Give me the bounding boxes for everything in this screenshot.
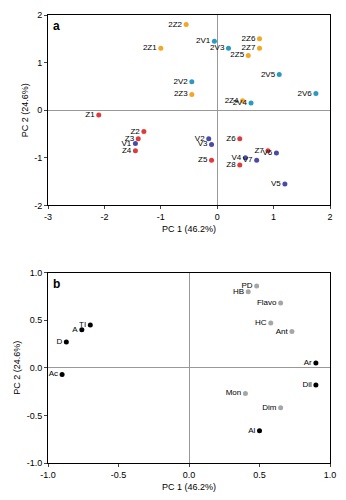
svg-text:0: 0 (215, 212, 220, 222)
svg-text:Z6: Z6 (226, 134, 236, 143)
svg-text:-1.0: -1.0 (40, 470, 56, 480)
svg-text:V2: V2 (195, 134, 205, 143)
svg-text:2Z2: 2Z2 (168, 20, 182, 29)
svg-text:PC 1 (46.2%): PC 1 (46.2%) (162, 482, 216, 492)
svg-text:PC 1 (46.2%): PC 1 (46.2%) (162, 224, 216, 234)
svg-text:Ac: Ac (49, 369, 58, 378)
svg-text:PC 2 (24.6%): PC 2 (24.6%) (20, 83, 30, 137)
svg-text:2Z3: 2Z3 (174, 89, 188, 98)
svg-text:PC 2 (24.6%): PC 2 (24.6%) (12, 341, 22, 395)
svg-text:Mon: Mon (226, 389, 242, 398)
svg-text:2V4: 2V4 (233, 98, 248, 107)
svg-text:Ar: Ar (304, 358, 312, 367)
svg-text:2V6: 2V6 (298, 89, 313, 98)
svg-text:0.0: 0.0 (30, 363, 43, 373)
svg-text:2Z7: 2Z7 (242, 43, 256, 52)
svg-text:V5: V5 (271, 179, 281, 188)
svg-text:Al: Al (248, 426, 255, 435)
svg-text:2Z1: 2Z1 (143, 43, 157, 52)
svg-text:Z2: Z2 (130, 127, 140, 136)
svg-text:2: 2 (327, 212, 332, 222)
svg-text:Dil: Dil (302, 380, 312, 389)
svg-text:2V5: 2V5 (261, 70, 276, 79)
svg-text:V1: V1 (121, 139, 131, 148)
svg-text:Z1: Z1 (85, 110, 95, 119)
svg-text:1.0: 1.0 (30, 268, 43, 278)
svg-text:0.0: 0.0 (183, 470, 196, 480)
svg-text:Dim: Dim (262, 403, 277, 412)
svg-text:0.5: 0.5 (30, 315, 43, 325)
svg-text:PD: PD (241, 281, 252, 290)
svg-text:Z5: Z5 (198, 155, 208, 164)
svg-text:Ant: Ant (276, 327, 289, 336)
svg-text:D: D (56, 337, 62, 346)
svg-text:2Z6: 2Z6 (242, 34, 256, 43)
svg-text:a: a (53, 19, 60, 33)
svg-text:V4: V4 (231, 153, 241, 162)
svg-text:-0.5: -0.5 (111, 470, 127, 480)
svg-text:-0.5: -0.5 (27, 411, 43, 421)
svg-text:V6: V6 (262, 148, 272, 157)
svg-text:2V1: 2V1 (196, 36, 211, 45)
svg-text:TI: TI (79, 320, 86, 329)
svg-text:V7: V7 (243, 155, 253, 164)
svg-text:1: 1 (37, 58, 42, 68)
svg-text:-1: -1 (34, 153, 42, 163)
svg-text:b: b (53, 277, 60, 291)
svg-text:0.5: 0.5 (253, 470, 266, 480)
svg-text:2: 2 (37, 10, 42, 20)
svg-text:2Z5: 2Z5 (230, 50, 244, 59)
svg-text:-3: -3 (44, 212, 52, 222)
svg-text:-1.0: -1.0 (27, 458, 43, 468)
svg-text:A: A (72, 325, 78, 334)
svg-text:Z3: Z3 (125, 134, 135, 143)
svg-text:Z8: Z8 (226, 160, 236, 169)
svg-text:HB: HB (233, 287, 244, 296)
svg-text:2Z4: 2Z4 (225, 96, 239, 105)
svg-text:-1: -1 (157, 212, 165, 222)
svg-text:Z4: Z4 (122, 146, 132, 155)
svg-text:2V2: 2V2 (173, 77, 188, 86)
svg-text:-2: -2 (100, 212, 108, 222)
svg-text:1: 1 (271, 212, 276, 222)
svg-text:0: 0 (37, 105, 42, 115)
svg-text:2V3: 2V3 (210, 43, 225, 52)
svg-text:Z7: Z7 (254, 146, 264, 155)
svg-text:1.0: 1.0 (324, 470, 337, 480)
svg-text:-2: -2 (34, 201, 42, 211)
svg-text:Flavo: Flavo (257, 298, 277, 307)
svg-text:V3: V3 (198, 139, 208, 148)
svg-text:HC: HC (255, 318, 267, 327)
